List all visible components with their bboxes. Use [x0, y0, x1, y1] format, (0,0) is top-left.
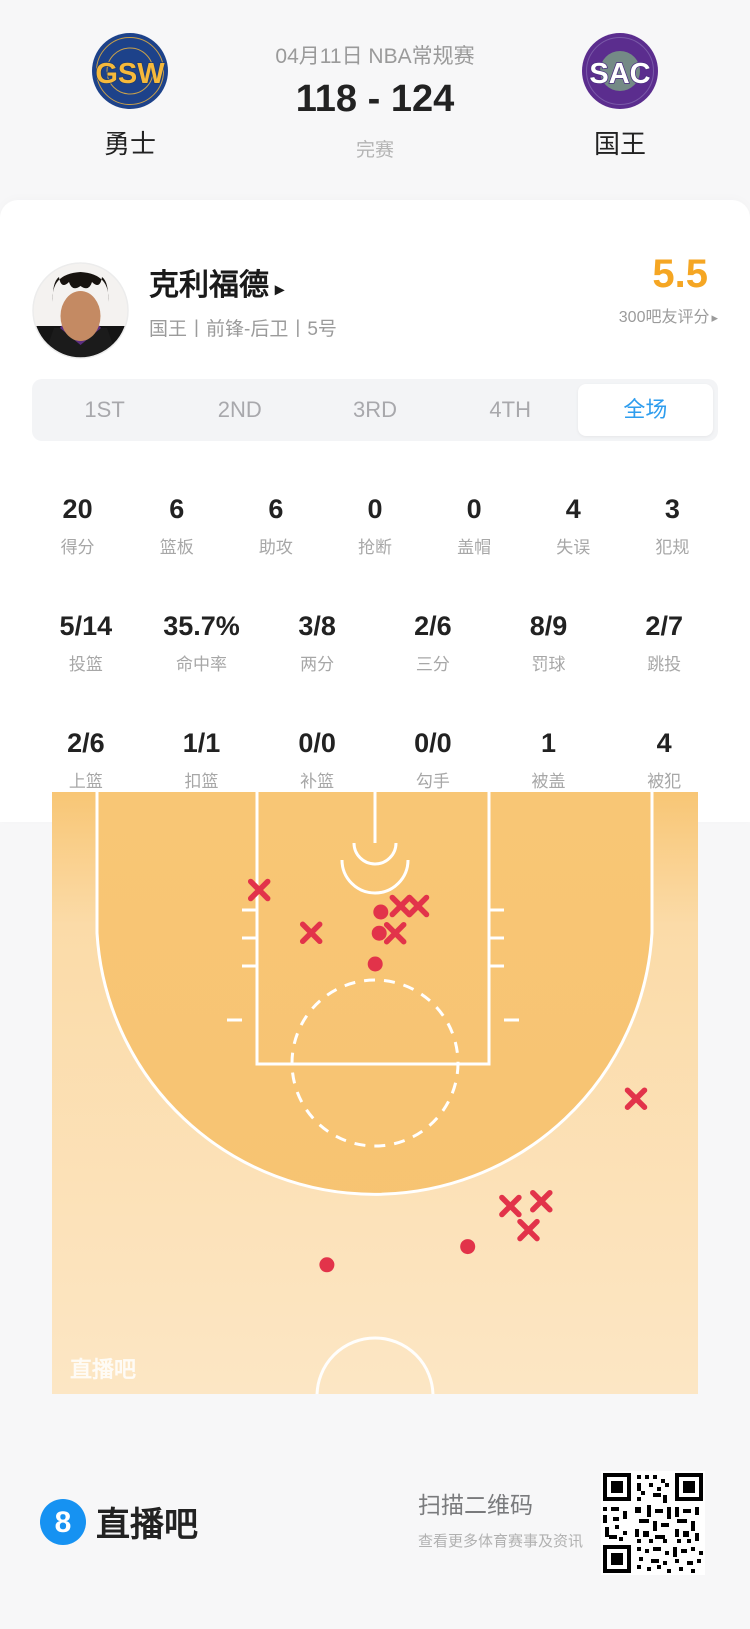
svg-text:8: 8	[55, 1506, 72, 1539]
svg-text:SAC: SAC	[589, 58, 650, 90]
svg-text:GSW: GSW	[95, 58, 165, 90]
svg-text:直播吧: 直播吧	[70, 1357, 136, 1382]
